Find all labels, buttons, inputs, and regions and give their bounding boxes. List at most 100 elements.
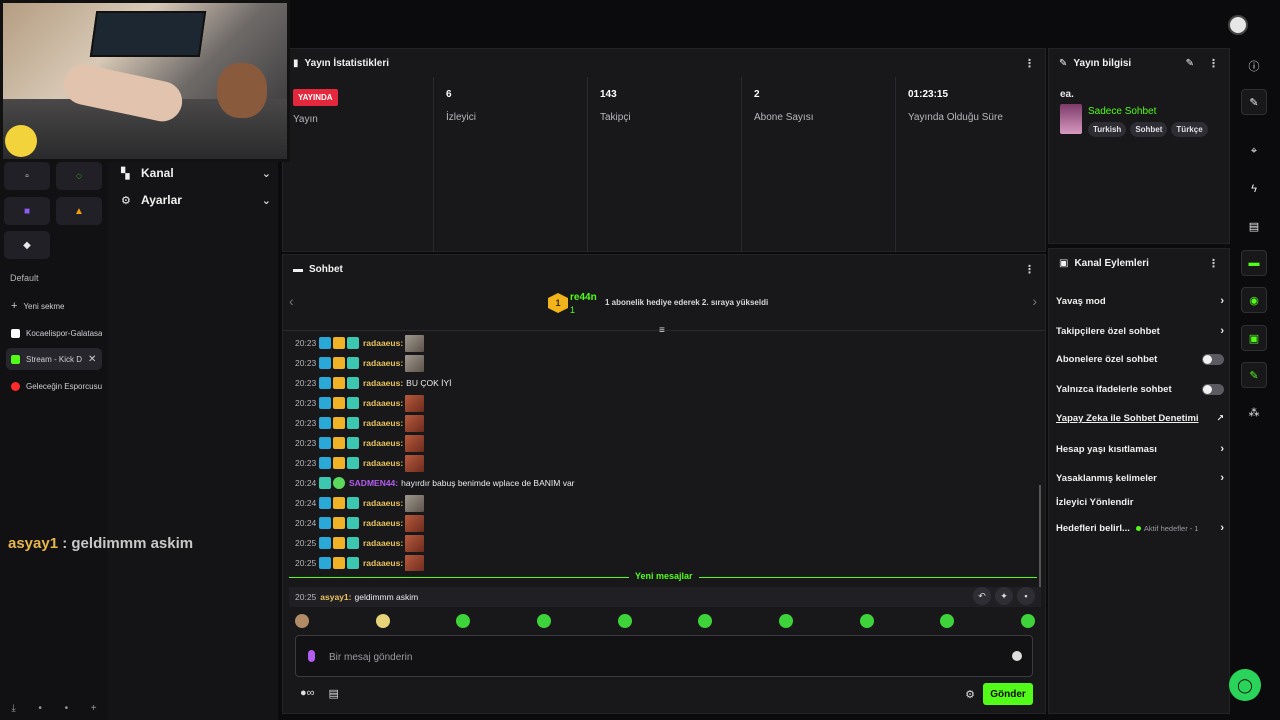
pin-icon[interactable]: ✦ [995,587,1013,605]
toggle-switch[interactable] [1202,384,1224,395]
message-username[interactable]: radaaeus: [363,398,404,408]
message-username[interactable]: radaaeus: [363,358,404,368]
reply-icon[interactable]: ↶ [973,587,991,605]
notes-icon[interactable]: ▤ [1248,220,1260,233]
chat-settings-gear-icon[interactable]: ⚙ [965,689,975,701]
toggle-switch[interactable] [1202,354,1224,365]
category-name[interactable]: Sadece Sohbet [1088,106,1157,117]
emote-icon[interactable] [1020,614,1035,628]
chat-message[interactable]: 20:25 radaaeus: [295,533,1035,553]
collapse-icon[interactable]: ≡ [659,325,665,336]
chat-message[interactable]: 20:23 radaaeus: [295,353,1035,373]
message-username[interactable]: radaaeus: [363,518,404,528]
chat-message[interactable]: 20:24 radaaeus: [295,493,1035,513]
wrench-icon[interactable]: ✎ [1241,362,1267,388]
close-icon[interactable]: ✕ [88,353,97,365]
send-button[interactable]: Gönder [983,683,1033,705]
chat-message[interactable]: 20:23 radaaeus: BU ÇOK İYİ [295,373,1035,393]
chat-message[interactable]: 20:25 radaaeus: [295,553,1035,571]
sidebar-tab[interactable]: Geleceğin Esporcusu [6,375,102,397]
emote-icon[interactable] [456,614,471,628]
profile-avatar-icon[interactable] [1228,15,1248,35]
emote-icon[interactable] [536,614,551,628]
message-username[interactable]: radaaeus: [363,558,404,568]
hovered-chat-message[interactable]: 20:25 asyay1: geldimmm askim ↶ ✦ ▪ [289,587,1041,607]
pinned-app-icon[interactable]: ◆ [4,231,50,259]
chat-icon[interactable]: ▬ [1241,250,1267,276]
emote-icon[interactable] [375,614,390,628]
chat-message[interactable]: 20:23 radaaeus: [295,393,1035,413]
message-username[interactable]: radaaeus: [363,538,404,548]
channel-action-item[interactable]: Yalnızca ifadelerle sohbet [1056,384,1224,395]
chat-message[interactable]: 20:23 radaaeus: [295,433,1035,453]
chat-message-input[interactable] [329,647,979,667]
twitch-icon[interactable]: ■ [4,197,50,225]
edit-pencil-icon[interactable]: ✎ [1185,57,1194,69]
channel-action-item[interactable]: Hedefleri belirl... Aktif hedefler - 1 › [1056,522,1224,534]
message-username[interactable]: radaaeus: [363,418,404,428]
broadcast-icon[interactable]: ◉ [1241,287,1267,313]
channel-action-item[interactable]: Yapay Zeka ile Sohbet Denetimi ↗ [1056,413,1224,424]
store-icon[interactable]: ▤ [328,688,339,700]
apps-icon[interactable]: ⁂ [1248,406,1260,419]
more-options-icon[interactable]: ⋮ [1024,57,1035,70]
channel-action-item[interactable]: Yasaklanmış kelimeler › [1056,472,1224,484]
chat-message[interactable]: 20:23 radaaeus: [295,413,1035,433]
scrollbar[interactable] [1039,485,1041,600]
emote-icon[interactable] [617,614,632,628]
channel-action-item[interactable]: Abonelere özel sohbet [1056,354,1224,365]
message-username[interactable]: radaaeus: [363,458,404,468]
emote-icon[interactable] [859,614,874,628]
emote-icon[interactable] [778,614,793,628]
focus-icon[interactable]: ⌖ [1250,144,1258,157]
emote-icon[interactable] [940,614,955,628]
chat-message[interactable]: 20:24 SADMEN44: hayırdır babuş benimde wpl… [295,473,1035,493]
cloud-icon[interactable]: ▲ [56,197,102,225]
tag[interactable]: Turkish [1088,122,1127,137]
more-options-icon[interactable]: ⋮ [1208,257,1219,270]
chat-message[interactable]: 20:23 radaaeus: [295,333,1035,353]
chevron-right-icon[interactable]: › [1032,293,1037,309]
message-username[interactable]: asyay1: [320,592,352,602]
message-username[interactable]: radaaeus: [363,438,404,448]
dot-icon[interactable]: • [64,703,69,714]
pinned-app-icon[interactable]: ◌ [56,162,102,190]
user-badge-icon [333,557,345,569]
chat-message[interactable]: 20:23 radaaeus: [295,453,1035,473]
help-chat-icon[interactable]: ◯ [1229,669,1261,701]
more-options-icon[interactable]: ⋮ [1024,263,1035,276]
points-icon[interactable]: ●∞ [300,687,315,699]
emoji-picker-icon[interactable] [1012,651,1022,661]
message-username[interactable]: radaaeus: [363,338,404,348]
gifter-username[interactable]: re44n [570,292,597,303]
tag[interactable]: Sohbet [1130,122,1168,137]
message-username[interactable]: radaaeus: [363,378,404,388]
nav-item-kanal[interactable]: ▚ Kanal ⌄ [121,166,271,180]
chat-message[interactable]: 20:24 radaaeus: [295,513,1035,533]
trash-icon[interactable]: ▪ [1017,587,1035,605]
channel-action-item[interactable]: İzleyici Yönlendir [1056,497,1224,508]
microphone-icon[interactable] [308,650,315,662]
message-username[interactable]: radaaeus: [363,498,404,508]
tag[interactable]: Türkçe [1171,122,1208,137]
chevron-left-icon[interactable]: ‹ [289,293,294,309]
nav-item-ayarlar[interactable]: ⚙ Ayarlar ⌄ [121,193,271,207]
channel-action-item[interactable]: Hesap yaşı kısıtlaması › [1056,443,1224,455]
edit-icon[interactable]: ✎ [1241,89,1267,115]
download-icon[interactable]: ⤓ [11,703,16,714]
emote-icon[interactable] [698,614,713,628]
plus-icon[interactable]: + [90,703,97,714]
channel-action-item[interactable]: Yavaş mod › [1056,295,1224,307]
sidebar-tab-new[interactable]: + Yeni sekme [6,295,102,317]
channel-action-item[interactable]: Takipçilere özel sohbet › [1056,325,1224,337]
lightning-icon[interactable]: ϟ [1251,183,1257,195]
more-options-icon[interactable]: ⋮ [1208,57,1219,70]
dot-icon[interactable]: • [38,703,42,714]
emote-icon[interactable] [295,614,309,628]
sidebar-tab-active[interactable]: Stream - Kick D ✕ [6,348,102,370]
sidebar-tab[interactable]: Kocaelispor-Galatasaray [6,322,102,344]
actions-icon[interactable]: ▣ [1241,325,1267,351]
pinned-app-icon[interactable]: ▫ [4,162,50,190]
message-username[interactable]: SADMEN44: [349,478,399,488]
info-icon[interactable]: ⓘ [1248,61,1260,73]
